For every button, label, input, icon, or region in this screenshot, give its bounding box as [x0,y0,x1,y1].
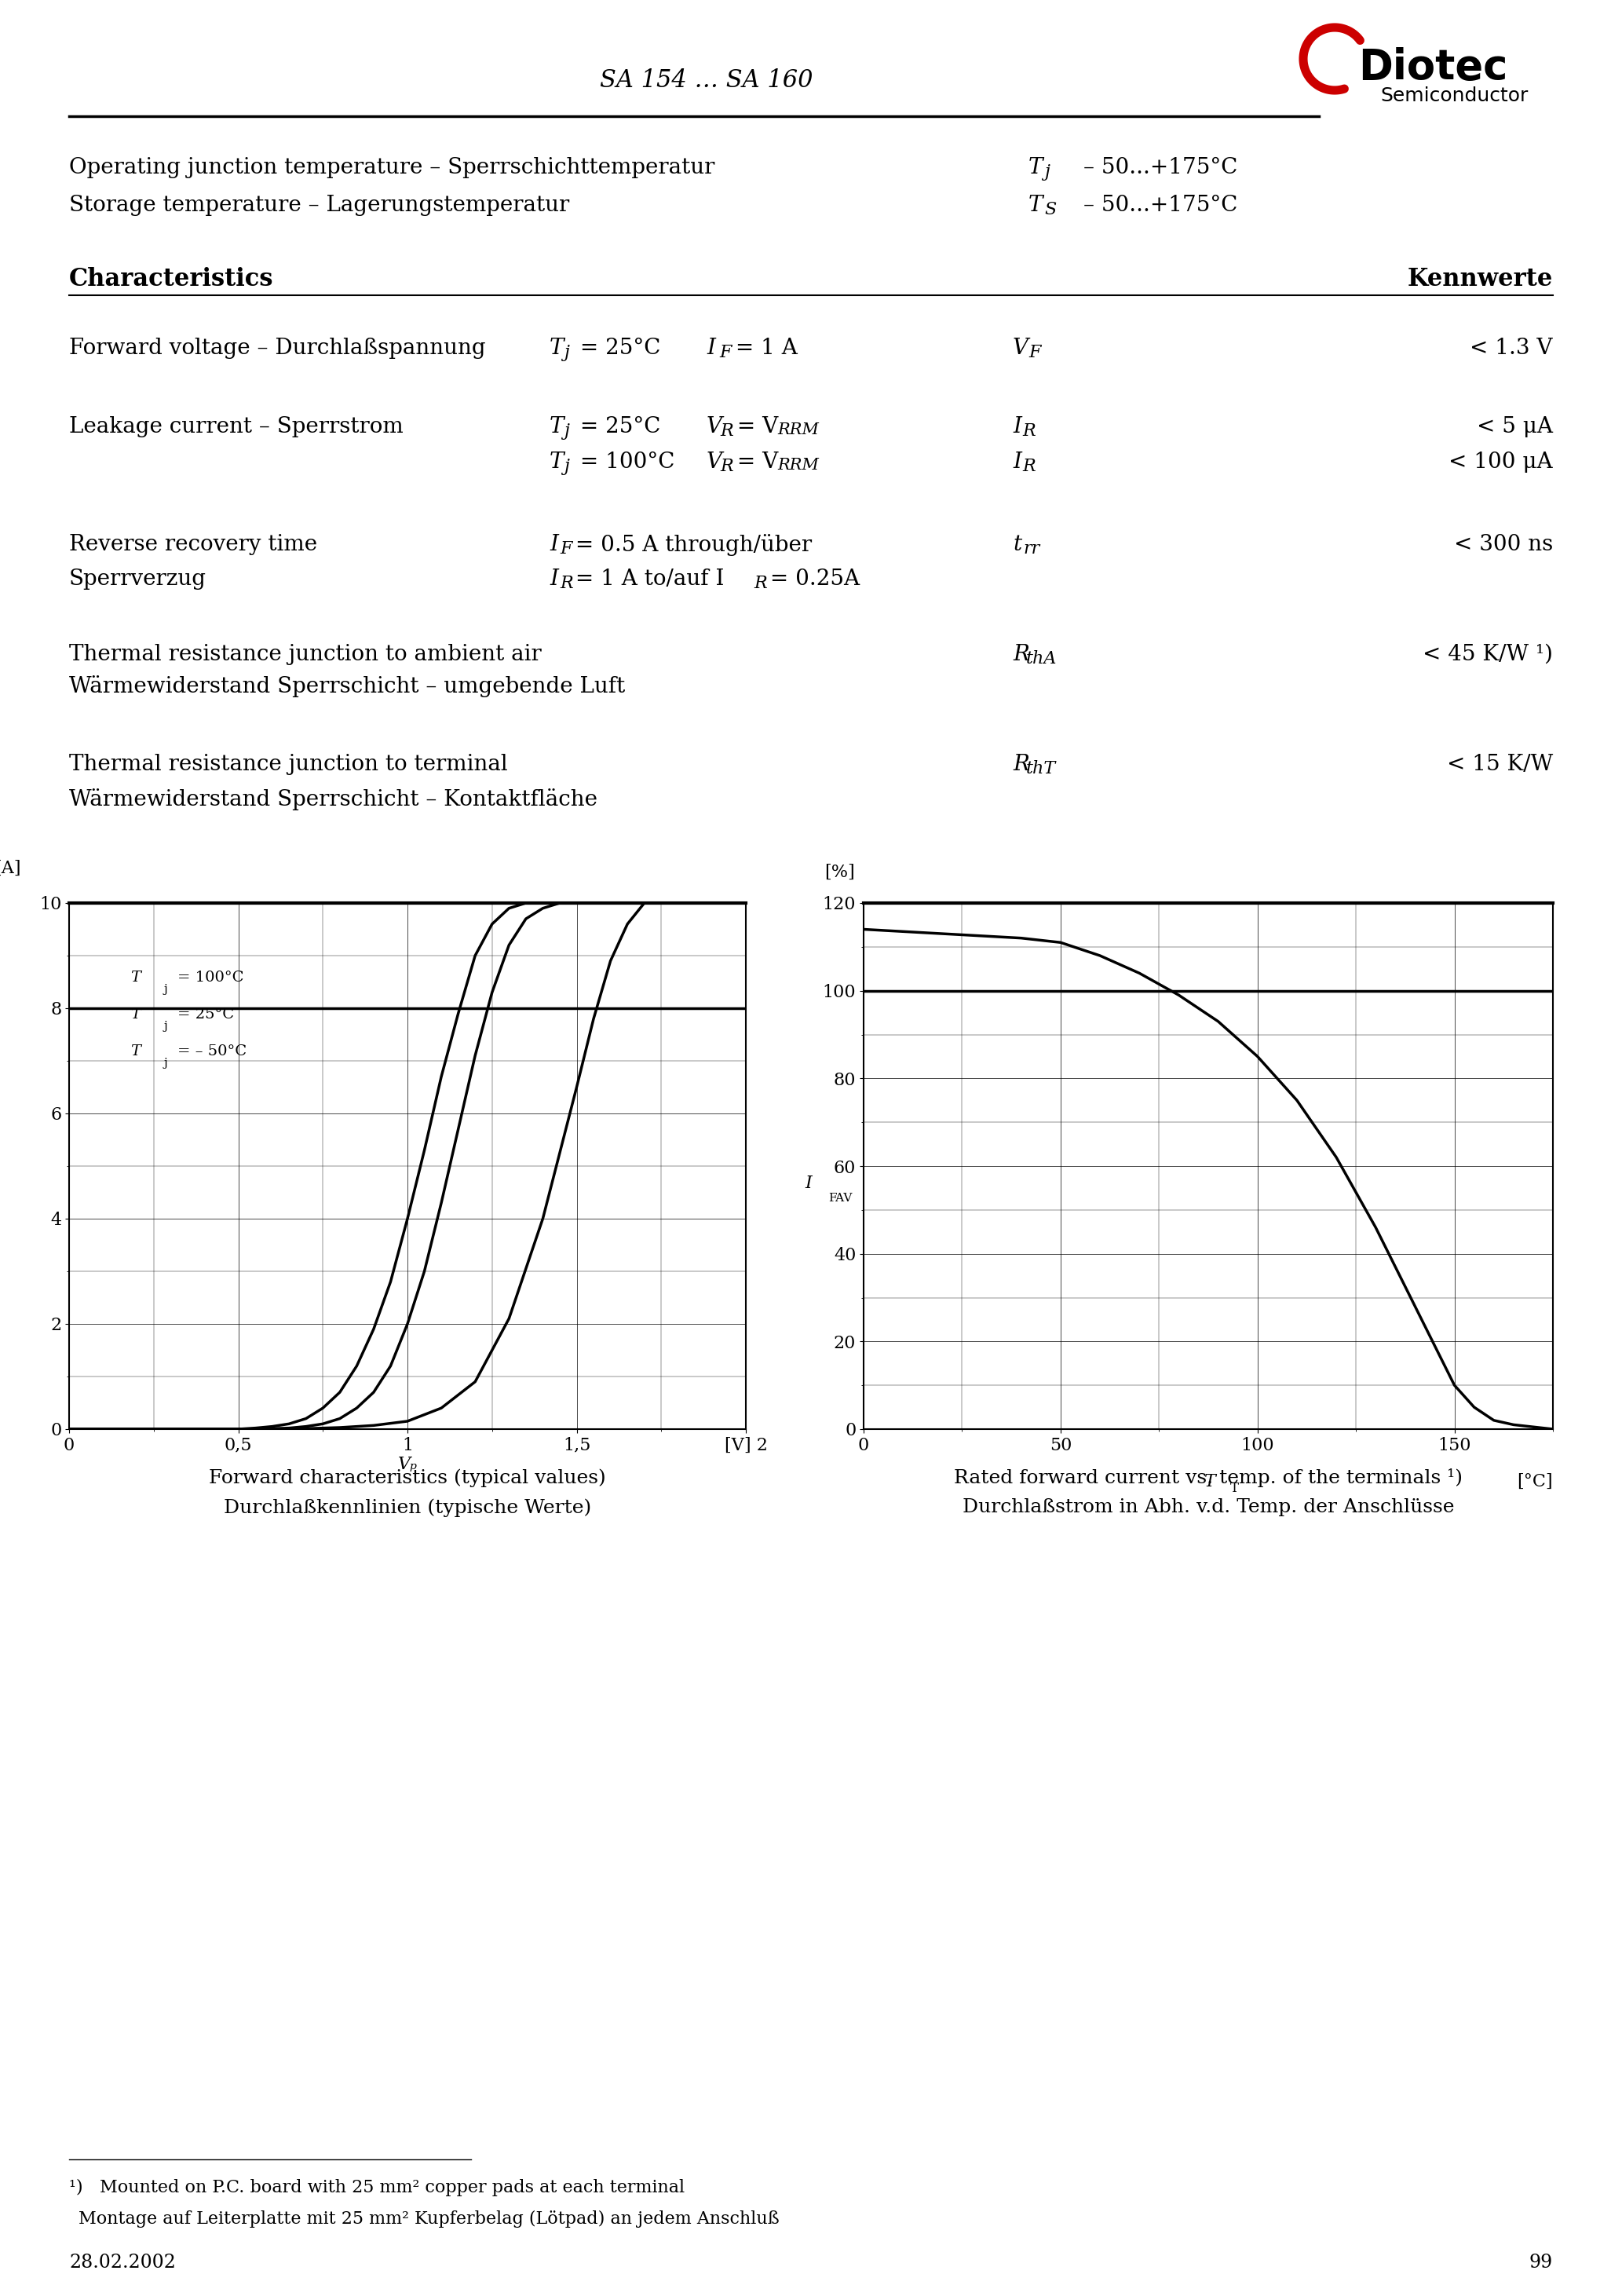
Text: j: j [164,1022,167,1031]
Text: = V: = V [730,416,779,436]
Text: T: T [130,971,139,985]
Text: T: T [130,1045,139,1058]
Text: 28.02.2002: 28.02.2002 [70,2255,175,2271]
Text: Wärmewiderstand Sperrschicht – Kontaktfläche: Wärmewiderstand Sperrschicht – Kontaktfl… [70,788,597,810]
Text: [°C]: [°C] [1517,1474,1552,1490]
Text: R: R [754,574,767,592]
Text: I: I [1012,452,1022,473]
Text: V: V [707,452,722,473]
Text: Semiconductor: Semiconductor [1380,87,1528,106]
Text: = 1 A to/auf I: = 1 A to/auf I [568,569,723,590]
Text: R: R [1022,457,1035,475]
Text: Durchlaßkennlinien (typische Werte): Durchlaßkennlinien (typische Werte) [224,1499,592,1518]
Text: [%]: [%] [824,863,855,882]
Text: = 100°C: = 100°C [177,971,243,985]
Text: Leakage current – Sperrstrom: Leakage current – Sperrstrom [70,416,404,436]
Text: < 300 ns: < 300 ns [1453,535,1552,556]
Text: ¹)   Mounted on P.C. board with 25 mm² copper pads at each terminal: ¹) Mounted on P.C. board with 25 mm² cop… [70,2179,684,2197]
Text: = 100°C: = 100°C [573,452,675,473]
Text: R: R [1022,422,1035,441]
Text: thT: thT [1027,760,1056,778]
Text: Forward voltage – Durchlaßspannung: Forward voltage – Durchlaßspannung [70,338,485,358]
Text: Thermal resistance junction to ambient air: Thermal resistance junction to ambient a… [70,643,542,666]
Text: = 0.5 A through/über: = 0.5 A through/über [568,535,813,556]
Text: T: T [550,452,564,473]
Text: Wärmewiderstand Sperrschicht – umgebende Luft: Wärmewiderstand Sperrschicht – umgebende… [70,675,624,698]
Text: T: T [1028,195,1043,216]
Text: Forward characteristics (typical values): Forward characteristics (typical values) [209,1469,607,1488]
Text: < 100 μA: < 100 μA [1448,452,1552,473]
Text: j: j [564,422,569,441]
Text: = – 50°C: = – 50°C [177,1045,247,1058]
Text: thA: thA [1027,650,1058,668]
Text: [A]: [A] [0,859,21,877]
Text: V: V [1012,338,1028,358]
Text: = V: = V [730,452,779,473]
Text: T: T [1028,156,1043,179]
Text: Durchlaßstrom in Abh. v.d. Temp. der Anschlüsse: Durchlaßstrom in Abh. v.d. Temp. der Ans… [962,1499,1455,1515]
Text: T: T [550,416,564,436]
Text: < 1.3 V: < 1.3 V [1470,338,1552,358]
Text: = 25°C: = 25°C [573,416,660,436]
Text: j: j [164,983,167,994]
Text: j: j [564,457,569,475]
Text: Thermal resistance junction to terminal: Thermal resistance junction to terminal [70,753,508,776]
Text: I: I [805,1176,813,1192]
Text: Characteristics: Characteristics [70,266,274,292]
Text: R: R [720,422,733,441]
Text: T: T [550,338,564,358]
Text: = 1 A: = 1 A [728,338,798,358]
Text: = 25°C: = 25°C [177,1008,234,1022]
Text: FAV: FAV [829,1192,852,1203]
Text: I: I [707,338,715,358]
Text: t: t [1012,535,1022,556]
X-axis label: Vₚ: Vₚ [397,1456,417,1474]
Text: < 15 K/W: < 15 K/W [1447,753,1552,776]
Text: F: F [560,540,573,558]
Text: Sperrverzug: Sperrverzug [70,569,206,590]
Text: T: T [1205,1474,1216,1490]
Text: = 0.25A: = 0.25A [762,569,860,590]
Text: rr: rr [1023,540,1040,558]
Text: V: V [707,416,722,436]
Text: RRM: RRM [777,457,819,473]
Text: – 50...+175°C: – 50...+175°C [1083,195,1238,216]
Text: Montage auf Leiterplatte mit 25 mm² Kupferbelag (Lötpad) an jedem Anschluß: Montage auf Leiterplatte mit 25 mm² Kupf… [78,2211,780,2227]
Text: F: F [719,344,732,360]
Text: F: F [1028,344,1041,360]
Text: = 25°C: = 25°C [573,338,660,358]
Text: RRM: RRM [777,422,819,436]
Text: Diotec: Diotec [1358,48,1508,87]
Text: R: R [1012,753,1028,776]
Text: Kennwerte: Kennwerte [1408,266,1552,292]
Text: R: R [1012,643,1028,666]
Text: T: T [1229,1481,1239,1495]
Text: T: T [130,1008,139,1022]
Text: I: I [550,569,558,590]
Text: Reverse recovery time: Reverse recovery time [70,535,318,556]
Text: R: R [560,574,573,592]
Text: < 5 μA: < 5 μA [1476,416,1552,436]
Text: S: S [1045,202,1056,218]
Text: 99: 99 [1530,2255,1552,2271]
Text: I: I [550,535,558,556]
Text: Rated forward current vs. temp. of the terminals ¹): Rated forward current vs. temp. of the t… [954,1469,1463,1488]
Text: j: j [1045,163,1049,181]
Text: Storage temperature – Lagerungstemperatur: Storage temperature – Lagerungstemperatu… [70,195,569,216]
Text: < 45 K/W ¹): < 45 K/W ¹) [1422,643,1552,666]
Text: R: R [720,457,733,475]
Text: I: I [1012,416,1022,436]
Text: j: j [564,344,569,360]
Text: j: j [164,1058,167,1068]
Text: – 50...+175°C: – 50...+175°C [1083,156,1238,179]
Text: SA 154 … SA 160: SA 154 … SA 160 [600,69,813,92]
Text: Operating junction temperature – Sperrschichttemperatur: Operating junction temperature – Sperrsc… [70,156,715,179]
